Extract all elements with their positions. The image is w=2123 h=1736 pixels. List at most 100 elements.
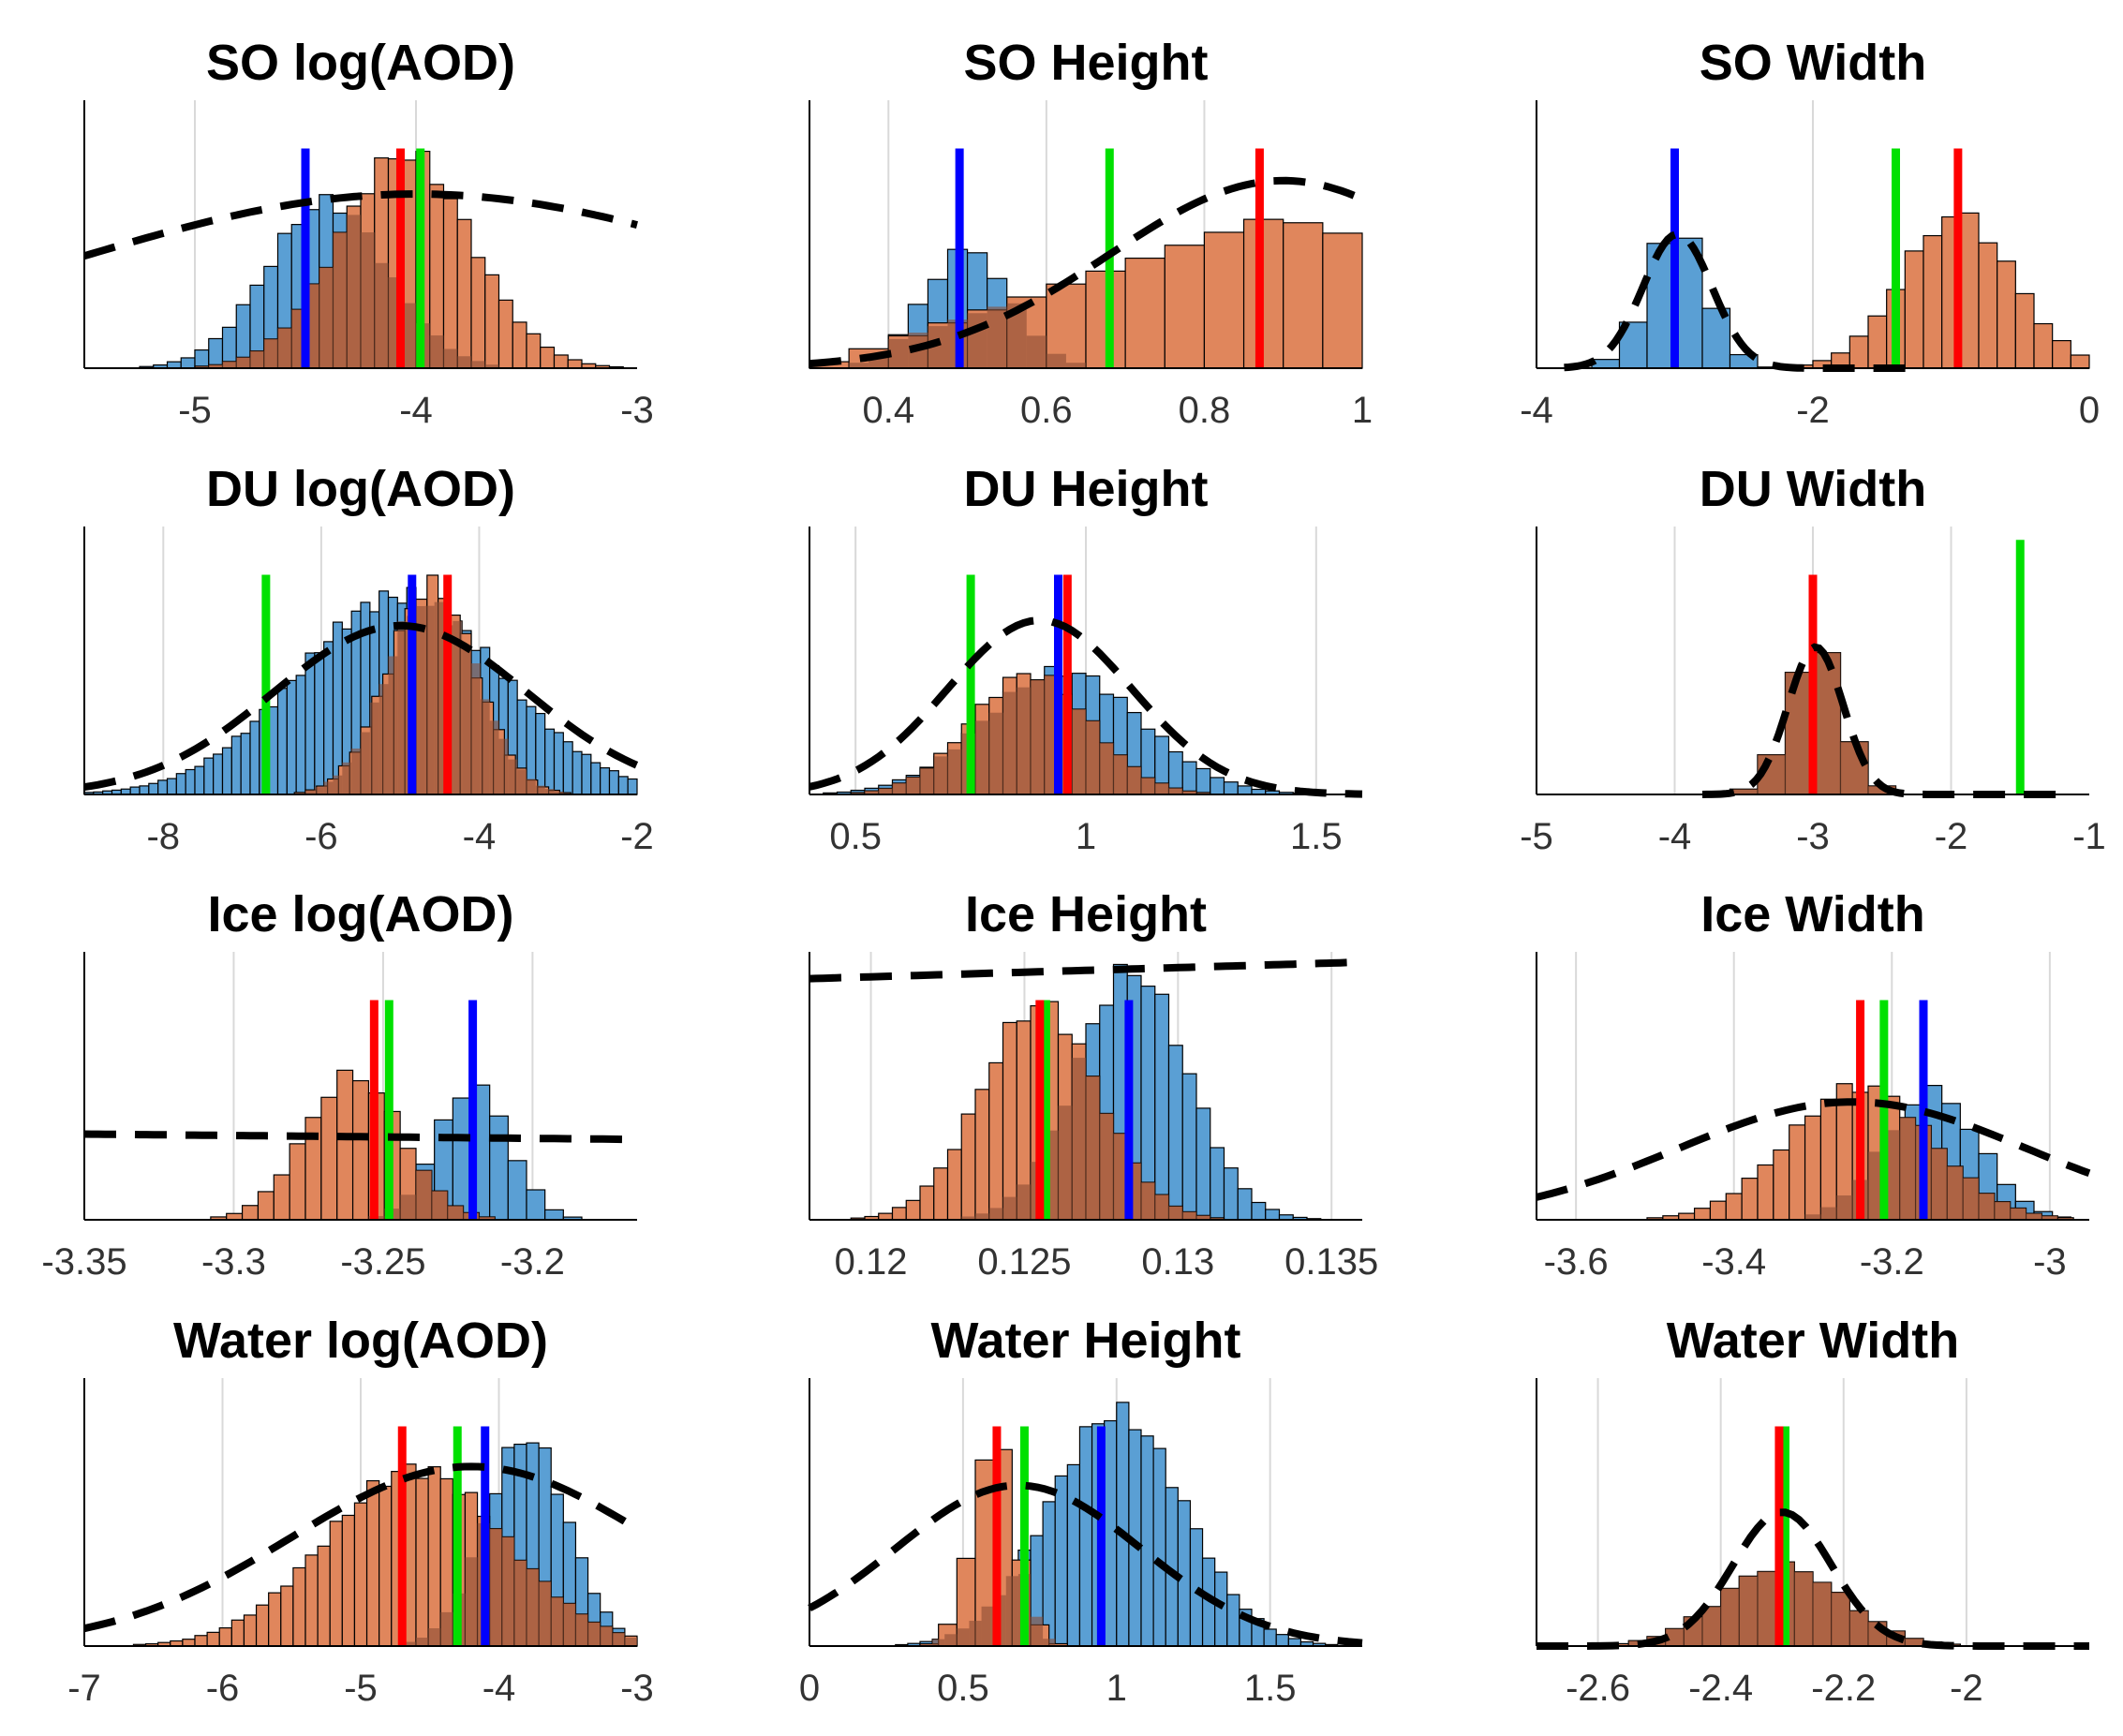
hist-overlap-bar [471,361,485,368]
panel-5: DU Height 0.5 1 1.5 [809,461,1363,857]
hist-overlap-bar [1168,788,1183,794]
hist-overlap-bar [403,1641,416,1646]
x-tick-label: -5 [178,390,212,431]
hist-overlap-bar [1665,1628,1685,1646]
hist-overlap-bar [416,605,425,794]
hist-bar-b [540,346,556,369]
hist-bar-b [206,1631,220,1647]
hist-bar-a [240,733,251,795]
hist-overlap-bar [400,1194,416,1220]
hist-overlap-bar [388,656,398,794]
panel-6: DU Width -5 -4 -3 -2 -1 [1520,461,2106,857]
hist-bar-a [1237,785,1253,795]
hist-bar-a [166,361,182,369]
hist-bar-a [221,747,232,795]
hist-bar-b [1709,1200,1727,1221]
hist-bar-a [208,337,224,369]
x-tick-label: 1.5 [1290,816,1343,857]
hist-bar-a [203,757,215,795]
hist-overlap-bar [975,1213,989,1220]
hist-bar-a [1251,1201,1267,1221]
hist-bar-a [1223,1167,1239,1221]
hist-overlap-bar [1005,1576,1018,1646]
hist-overlap-bar [967,313,987,368]
hist-overlap-bar [484,364,499,368]
hist-bar-b [2033,322,2054,369]
hist-bar-a [1263,1628,1277,1647]
hist-overlap-bar [1182,1211,1196,1220]
hist-bar-a [1195,767,1211,795]
hist-bar-b [456,218,472,369]
x-tick-label: 0.6 [1020,390,1073,431]
panel-2: SO Height 0.4 0.6 0.8 1 [809,35,1373,431]
hist-overlap-bar [1072,708,1086,794]
hist-overlap-bar [892,782,907,794]
panel-10: Water log(AOD) -7 -6 -5 -4 -3 [67,1313,654,1709]
hist-bar-a [1066,1463,1081,1647]
hist-bar-b [2014,292,2035,369]
hist-overlap-bar [933,756,948,794]
hist-overlap-bar [1849,1610,1868,1646]
hist-overlap-bar [1099,742,1114,794]
hist-overlap-bar [263,338,278,368]
hist-overlap-bar [988,1208,1003,1220]
hist-bar-b [553,354,569,369]
x-tick-label: -3.35 [41,1241,126,1283]
panel-title: DU Width [1700,461,1926,517]
hist-bar-a [139,785,150,795]
hist-bar-b [1978,242,1998,369]
hist-bar-b [353,1502,368,1647]
hist-overlap-bar [471,663,481,794]
hist-overlap-bar [988,712,1003,794]
hist-overlap-bar [479,1216,496,1220]
x-tick-label: 0 [2079,390,2100,431]
hist-bar-b [218,1627,232,1647]
hist-bar-a [1167,1045,1183,1221]
hist-overlap-bar [1739,1576,1758,1646]
hist-overlap-bar [453,620,463,794]
hist-overlap-bar [1963,1178,1979,1220]
panel-title: DU log(AOD) [206,461,515,517]
x-tick-label: -3.3 [201,1241,266,1283]
hist-overlap-bar [369,702,379,794]
prior-curve [808,1481,1363,1647]
hist-bar-a [553,732,564,795]
hist-overlap-bar [1141,1181,1155,1220]
hist-overlap-bar [1947,1165,1964,1220]
panel-title: DU Height [964,461,1209,517]
x-tick-label: -2 [1935,816,1968,857]
hist-overlap-bar [1840,741,1868,794]
hist-bar-a [194,765,205,795]
hist-overlap-bar [1113,754,1128,794]
hist-overlap-bar [480,699,490,794]
hist-overlap-bar [1002,691,1017,794]
hist-bar-b [891,1207,907,1221]
hist-bar-b [336,1069,354,1221]
hist-overlap-bar [416,1638,429,1646]
hist-overlap-bar [1002,1196,1017,1220]
hist-overlap-bar [1031,680,1045,794]
hist-overlap-bar [1730,789,1758,794]
x-tick-label: -4 [1520,390,1553,431]
hist-overlap-bar [305,790,315,794]
hist-overlap-bar [1141,778,1155,794]
hist-overlap-bar [342,762,352,794]
hist-overlap-bar [2010,1208,2026,1220]
hist-bar-b [1959,212,1980,369]
hist-overlap-bar [947,749,962,794]
hist-overlap-bar [981,1606,994,1646]
hist-bar-a [1237,1188,1253,1221]
hist-overlap-bar [361,732,370,794]
x-tick-label: -2.4 [1688,1668,1753,1709]
hist-overlap-bar [447,1206,464,1220]
prior-curve [83,621,639,792]
hist-bar-b [1164,245,1206,369]
hist-overlap-bar [1804,1214,1821,1220]
panel-1: SO log(AOD) -5 -4 -3 [82,35,654,431]
hist-bar-b [470,257,486,369]
hist-bar-b [230,1619,245,1647]
x-tick-label: -3 [620,390,654,431]
x-tick-label: 0.13 [1141,1241,1214,1283]
hist-overlap-bar [1720,1588,1740,1646]
hist-bar-b [243,1614,258,1647]
